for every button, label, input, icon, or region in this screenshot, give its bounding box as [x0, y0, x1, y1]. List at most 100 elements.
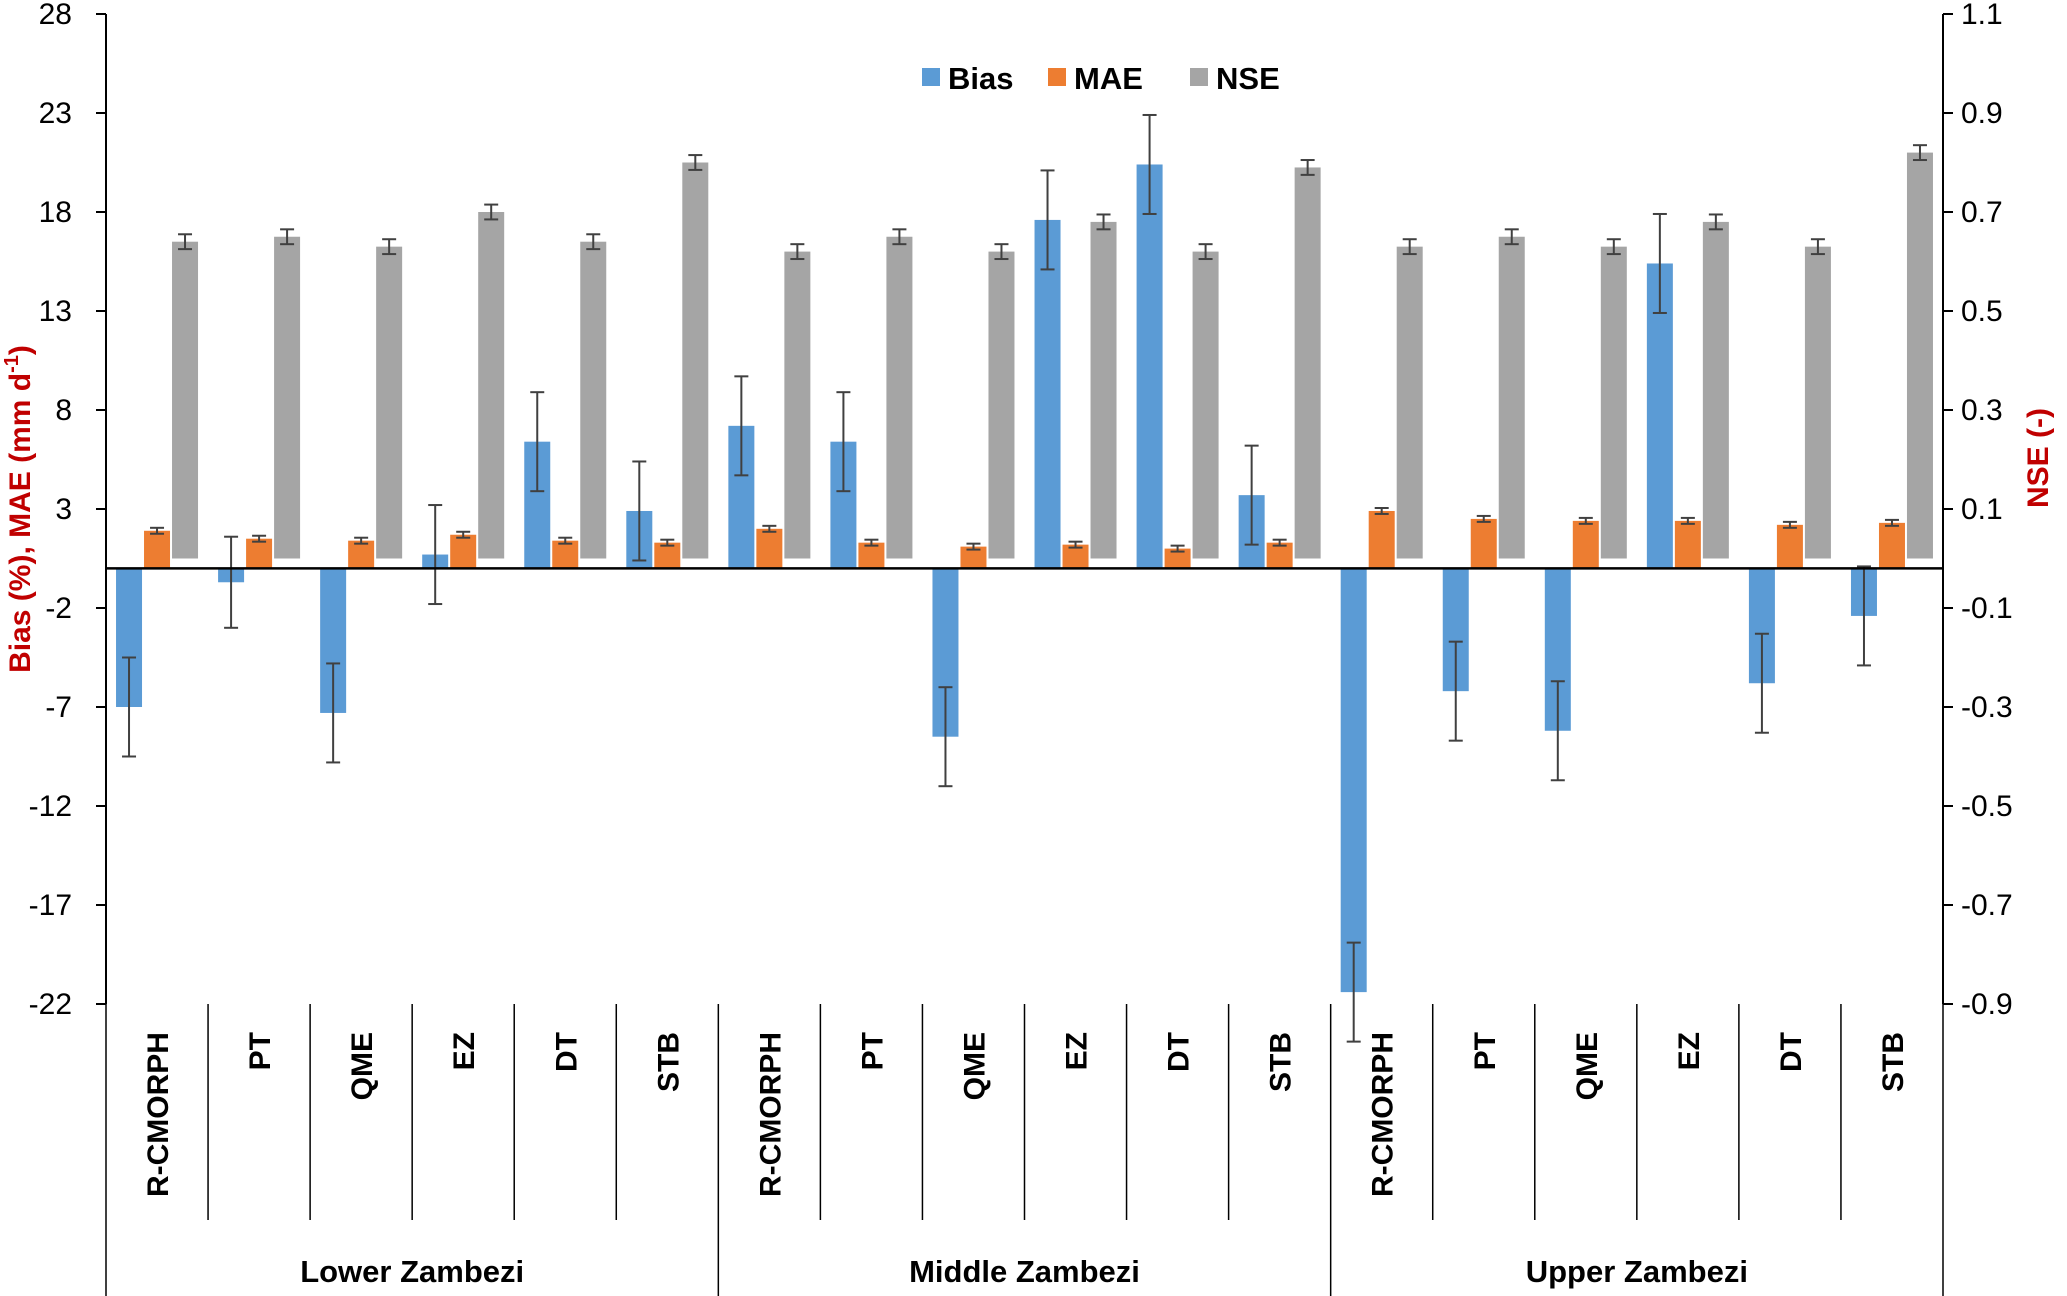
left-tick-label-5: 3 — [55, 493, 72, 526]
bar-bias-12 — [1340, 568, 1367, 993]
bar-mae-11 — [1266, 542, 1293, 569]
right-tick-label-4: 0.3 — [1961, 394, 2003, 427]
error-bar-bias-6 — [734, 375, 749, 477]
error-bar-nse-11 — [1300, 159, 1315, 176]
error-bar-mae-11 — [1272, 538, 1287, 547]
bar-mae-17 — [1878, 522, 1905, 569]
error-bar-bias-15 — [1652, 212, 1667, 314]
error-bar-mae-1 — [252, 534, 267, 543]
error-bar-nse-0 — [178, 233, 193, 251]
error-bar-nse-2 — [382, 238, 397, 256]
error-bar-mae-5 — [660, 538, 675, 547]
bar-nse-17 — [1906, 152, 1933, 559]
error-bar-nse-15 — [1708, 213, 1723, 231]
bar-bias-10 — [1136, 164, 1163, 569]
bar-nse-12 — [1396, 246, 1423, 559]
bar-nse-10 — [1192, 251, 1219, 559]
bar-mae-10 — [1164, 548, 1191, 569]
legend-swatch-bias — [922, 68, 940, 86]
bar-bias-15 — [1646, 263, 1673, 569]
group-label-2: Upper Zambezi — [1526, 1254, 1748, 1289]
left-tick-label-6: -2 — [45, 592, 72, 625]
error-bar-bias-12 — [1346, 941, 1361, 1043]
category-label-14: QME — [1571, 1032, 1604, 1100]
bar-nse-3 — [478, 212, 505, 559]
right-tick-label-1: 0.9 — [1961, 97, 2003, 130]
right-tick-label-7: -0.3 — [1961, 691, 2013, 724]
bar-mae-7 — [858, 542, 885, 569]
error-bar-nse-7 — [892, 228, 907, 246]
bar-mae-8 — [960, 546, 987, 569]
bar-mae-2 — [348, 540, 375, 569]
right-tick-label-5: 0.1 — [1961, 493, 2003, 526]
error-bar-mae-10 — [1170, 544, 1185, 553]
category-label-4: DT — [550, 1032, 583, 1072]
group-label-1: Middle Zambezi — [909, 1254, 1140, 1289]
error-bar-mae-15 — [1680, 516, 1695, 525]
bar-nse-2 — [376, 246, 403, 559]
error-bar-nse-13 — [1504, 228, 1519, 246]
error-bar-bias-1 — [224, 535, 239, 629]
legend-swatch-mae — [1048, 68, 1066, 86]
left-tick-label-4: 8 — [55, 394, 72, 427]
bar-nse-11 — [1294, 167, 1321, 559]
category-label-9: EZ — [1061, 1032, 1094, 1070]
error-bar-nse-10 — [1198, 243, 1213, 261]
bar-mae-0 — [144, 530, 171, 569]
left-tick-label-2: 18 — [39, 196, 72, 229]
left-axis-title-superscript: -1 — [1, 355, 23, 373]
error-bar-nse-3 — [484, 203, 499, 221]
bar-mae-15 — [1674, 520, 1701, 569]
error-bar-bias-2 — [326, 662, 341, 764]
error-bar-bias-13 — [1448, 640, 1463, 742]
error-bar-bias-0 — [122, 656, 137, 758]
left-tick-label-8: -12 — [29, 790, 72, 823]
error-bar-mae-3 — [456, 530, 471, 539]
right-tick-label-3: 0.5 — [1961, 295, 2003, 328]
bar-nse-16 — [1804, 246, 1831, 559]
category-label-3: EZ — [448, 1032, 481, 1070]
left-tick-label-3: 13 — [39, 295, 72, 328]
bar-nse-4 — [580, 241, 607, 559]
category-label-7: PT — [856, 1032, 889, 1070]
legend-label-bias: Bias — [948, 61, 1013, 96]
error-bar-mae-17 — [1884, 518, 1899, 527]
bar-mae-16 — [1776, 524, 1803, 569]
right-tick-label-2: 0.7 — [1961, 196, 2003, 229]
right-tick-label-0: 1.1 — [1961, 0, 2003, 31]
error-bar-bias-8 — [938, 686, 953, 788]
legend-label-mae: MAE — [1074, 61, 1143, 96]
left-axis-title: Bias (%), MAE (mm d-1) — [1, 345, 37, 673]
bar-mae-5 — [654, 542, 681, 569]
bar-mae-4 — [552, 540, 579, 569]
bar-nse-15 — [1702, 221, 1729, 559]
right-tick-label-6: -0.1 — [1961, 592, 2013, 625]
left-tick-label-1: 23 — [39, 97, 72, 130]
category-label-11: STB — [1265, 1032, 1298, 1092]
bar-mae-1 — [246, 538, 273, 569]
legend-swatch-nse — [1190, 68, 1208, 86]
left-tick-label-10: -22 — [29, 988, 72, 1021]
error-bar-mae-4 — [558, 536, 573, 545]
category-label-13: PT — [1469, 1032, 1502, 1070]
bar-mae-9 — [1062, 544, 1089, 569]
error-bar-mae-9 — [1068, 540, 1083, 549]
error-bar-nse-1 — [280, 228, 295, 246]
category-label-1: PT — [244, 1032, 277, 1070]
error-bar-mae-8 — [966, 542, 981, 551]
category-label-2: QME — [346, 1032, 379, 1100]
category-label-6: R-CMORPH — [754, 1032, 787, 1197]
bar-mae-13 — [1470, 518, 1497, 569]
error-bar-bias-10 — [1142, 113, 1157, 215]
error-bar-nse-12 — [1402, 238, 1417, 256]
error-bar-bias-3 — [428, 504, 443, 606]
category-label-15: EZ — [1673, 1032, 1706, 1070]
error-bar-nse-4 — [586, 233, 601, 251]
category-label-16: DT — [1775, 1032, 1808, 1072]
error-bar-mae-7 — [864, 538, 879, 547]
error-bar-nse-16 — [1810, 238, 1825, 256]
bar-nse-14 — [1600, 246, 1627, 559]
category-label-5: STB — [652, 1032, 685, 1092]
error-bar-mae-13 — [1476, 514, 1491, 523]
